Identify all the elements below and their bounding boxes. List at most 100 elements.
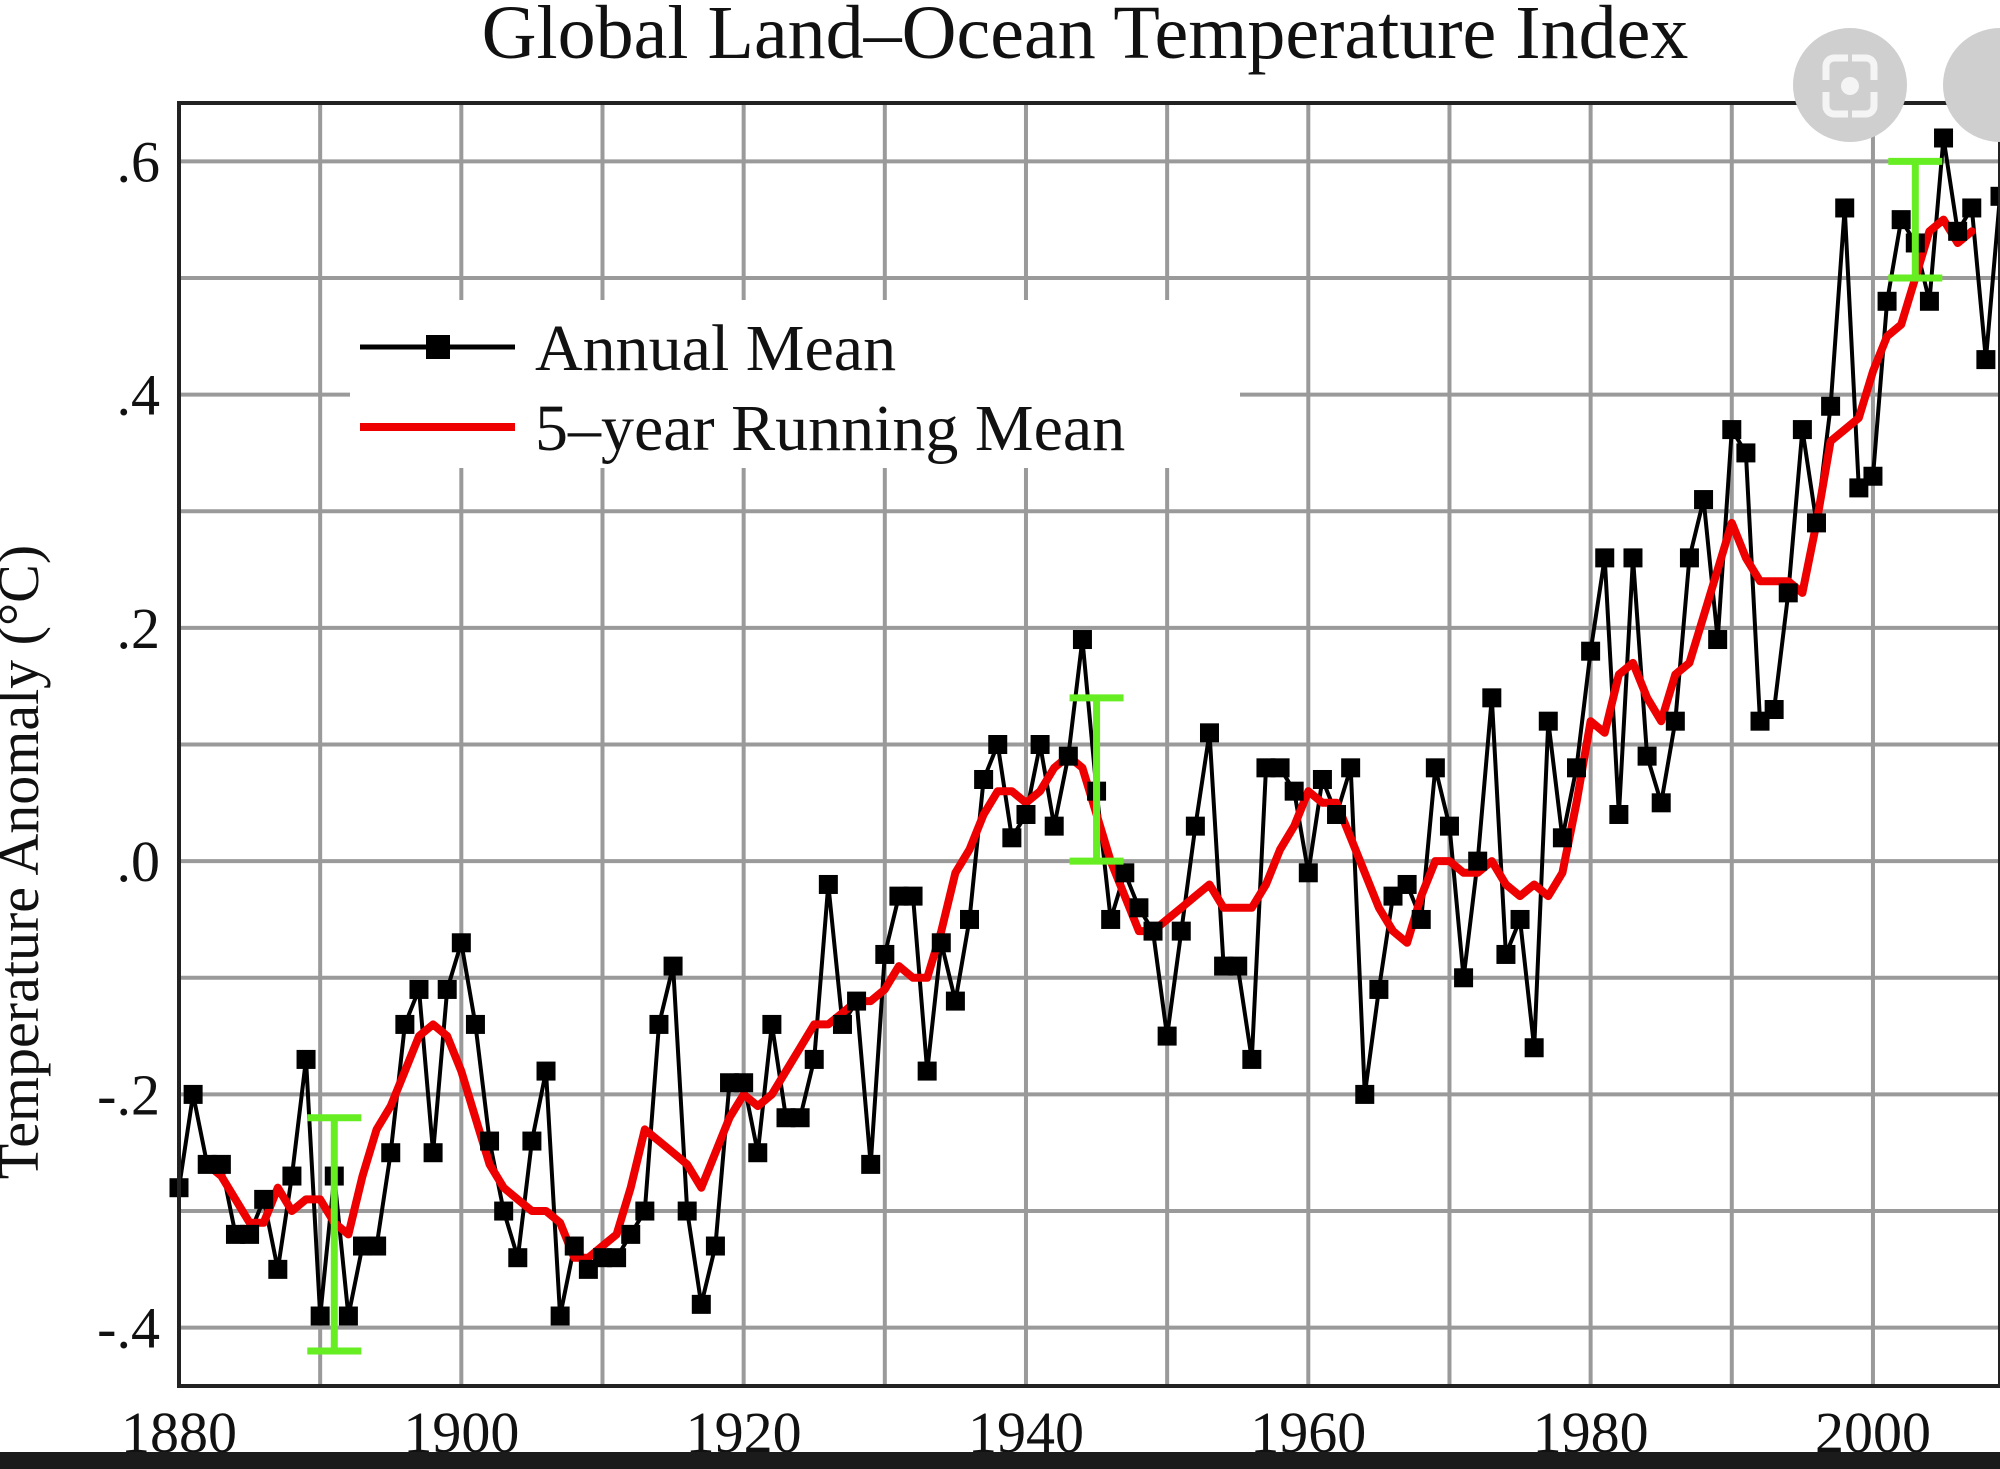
data-point	[338, 1306, 358, 1326]
data-point	[931, 933, 951, 953]
data-point	[1439, 816, 1459, 836]
data-point	[1199, 723, 1219, 743]
data-point	[1143, 921, 1163, 941]
data-point	[1708, 630, 1728, 650]
data-point	[1821, 396, 1841, 416]
data-point	[1496, 944, 1516, 964]
data-point	[818, 874, 838, 894]
data-point	[282, 1166, 302, 1186]
legend-label-annual-mean: Annual Mean	[535, 312, 896, 385]
data-point	[1016, 804, 1036, 824]
lens-search-icon	[1822, 54, 1878, 118]
data-point	[1637, 746, 1657, 766]
series-layer	[169, 128, 2000, 1326]
legend-box	[350, 300, 1240, 468]
plot-frame	[177, 101, 2000, 1388]
data-point	[494, 1201, 514, 1221]
legend-label-running-mean: 5–year Running Mean	[535, 392, 1125, 465]
data-point	[1581, 641, 1601, 661]
data-point	[367, 1236, 387, 1256]
data-point	[677, 1201, 697, 1221]
data-point	[1058, 746, 1078, 766]
data-point	[1355, 1084, 1375, 1104]
data-point	[1877, 291, 1897, 311]
data-point	[211, 1154, 231, 1174]
data-point	[1679, 548, 1699, 568]
data-point	[1764, 700, 1784, 720]
data-point	[1567, 758, 1587, 778]
data-point	[974, 769, 994, 789]
data-point	[1072, 630, 1092, 650]
data-point	[522, 1131, 542, 1151]
data-point	[1411, 909, 1431, 929]
data-point	[1806, 513, 1826, 533]
data-point	[1185, 816, 1205, 836]
y-tick-label: .2	[117, 596, 161, 661]
data-point	[1623, 548, 1643, 568]
data-point	[960, 909, 980, 929]
data-point	[1510, 909, 1530, 929]
data-point	[480, 1131, 500, 1151]
data-point	[804, 1049, 824, 1069]
data-point	[1934, 128, 1954, 148]
data-point	[1976, 350, 1996, 370]
data-point	[240, 1224, 260, 1244]
data-point	[550, 1306, 570, 1326]
data-point	[1242, 1049, 1262, 1069]
image-overlay-buttons[interactable]	[1793, 28, 2000, 142]
data-point	[1284, 781, 1304, 801]
y-tick-label: -.4	[97, 1296, 160, 1361]
data-point	[1171, 921, 1191, 941]
data-point	[451, 933, 471, 953]
data-point	[1454, 968, 1474, 988]
data-point	[945, 991, 965, 1011]
data-point	[691, 1294, 711, 1314]
y-axis-label: Temperature Anomaly (°C)	[0, 545, 51, 1179]
data-point	[1312, 769, 1332, 789]
data-point	[1863, 466, 1883, 486]
data-point	[1482, 688, 1502, 708]
y-tick-label: .4	[117, 363, 161, 428]
data-point	[381, 1143, 401, 1163]
data-point	[734, 1073, 754, 1093]
data-point	[1298, 863, 1318, 883]
data-point	[790, 1108, 810, 1128]
data-point	[1891, 210, 1911, 230]
data-point	[1962, 198, 1982, 218]
data-point	[1115, 863, 1135, 883]
data-point	[1919, 291, 1939, 311]
data-point	[1665, 711, 1685, 731]
data-point	[1524, 1038, 1544, 1058]
data-point	[1369, 979, 1389, 999]
data-point	[1694, 490, 1714, 510]
data-point	[1778, 583, 1798, 603]
data-point	[536, 1061, 556, 1081]
series-line-annual-mean	[177, 137, 2000, 1317]
data-point	[296, 1049, 316, 1069]
data-point	[1228, 956, 1248, 976]
data-point	[1270, 758, 1290, 778]
data-point	[1722, 420, 1742, 440]
legend: Annual Mean 5–year Running Mean	[350, 300, 1240, 468]
data-point	[1468, 851, 1488, 871]
data-point	[423, 1143, 443, 1163]
data-point	[409, 979, 429, 999]
data-point	[1030, 735, 1050, 754]
data-point	[508, 1248, 528, 1268]
bottom-edge-bar	[0, 1452, 2000, 1469]
data-point	[1397, 874, 1417, 894]
data-point	[1157, 1026, 1177, 1046]
data-point	[1327, 804, 1347, 824]
data-point	[635, 1201, 655, 1221]
data-point	[1948, 221, 1968, 241]
data-point	[1835, 198, 1855, 218]
error-bar	[1069, 694, 1124, 865]
data-point	[268, 1259, 288, 1279]
data-point	[254, 1189, 274, 1209]
more-options-button[interactable]	[1943, 28, 2000, 142]
data-point	[621, 1224, 641, 1244]
data-point	[310, 1306, 330, 1326]
data-point	[437, 979, 457, 999]
y-tick-label: .0	[117, 829, 161, 894]
